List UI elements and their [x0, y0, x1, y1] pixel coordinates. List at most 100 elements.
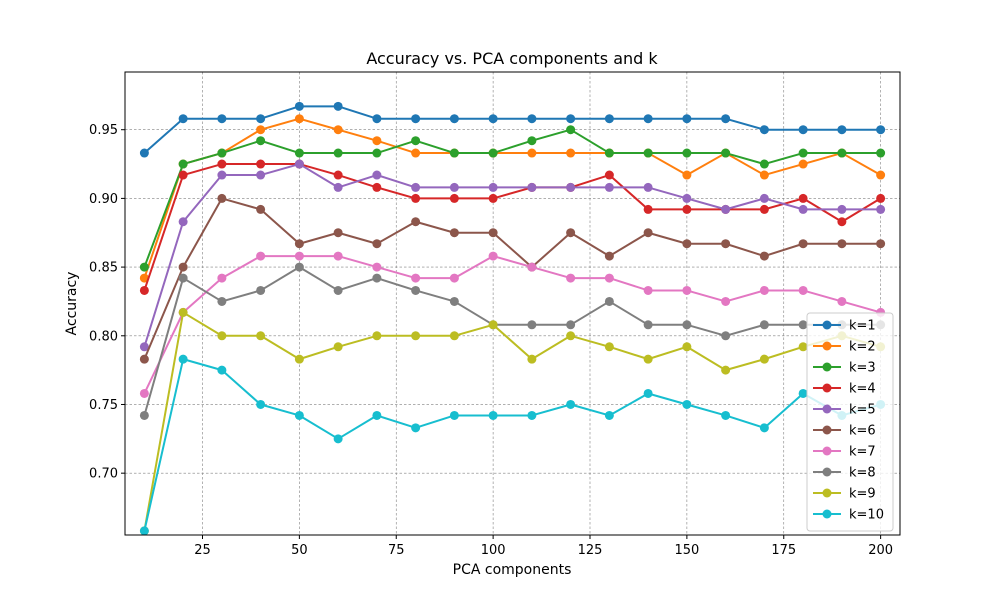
data-point	[372, 114, 382, 124]
y-tick-label: 0.70	[89, 467, 118, 482]
legend-item-k=8: k=8	[813, 466, 876, 481]
data-point	[798, 285, 808, 295]
data-point	[449, 182, 459, 192]
series-line	[143, 163, 881, 348]
data-point	[759, 204, 769, 214]
legend-item-k=9: k=9	[813, 487, 876, 502]
data-point	[643, 388, 653, 398]
y-tick-label: 0.75	[89, 398, 118, 413]
data-point	[294, 239, 304, 249]
data-point	[721, 296, 731, 306]
data-point	[876, 148, 886, 158]
data-point	[643, 285, 653, 295]
data-point	[527, 262, 537, 272]
series-k=8	[139, 262, 886, 420]
data-point	[178, 262, 188, 272]
data-point	[294, 410, 304, 420]
data-point	[256, 399, 266, 409]
data-point	[372, 136, 382, 146]
data-point	[798, 148, 808, 158]
y-tick-label: 0.85	[89, 261, 118, 276]
data-point	[527, 354, 537, 364]
series-layer	[139, 101, 886, 536]
data-point	[604, 410, 614, 420]
legend-label: k=9	[849, 487, 876, 502]
data-point	[837, 204, 847, 214]
data-point	[488, 148, 498, 158]
legend-item-k=2: k=2	[813, 340, 876, 355]
series-k=7	[139, 251, 886, 398]
data-point	[682, 285, 692, 295]
data-point	[256, 136, 266, 146]
data-point	[682, 399, 692, 409]
data-point	[721, 114, 731, 124]
data-point	[372, 239, 382, 249]
data-point	[527, 182, 537, 192]
data-point	[876, 239, 886, 249]
data-point	[178, 354, 188, 364]
data-point	[139, 342, 149, 352]
legend-item-k=1: k=1	[813, 319, 876, 334]
data-point	[139, 354, 149, 364]
data-point	[256, 170, 266, 180]
data-point	[217, 114, 227, 124]
data-point	[759, 423, 769, 433]
data-point	[643, 354, 653, 364]
series-k=1	[139, 101, 886, 158]
data-point	[449, 114, 459, 124]
data-point	[217, 331, 227, 341]
legend-swatch-marker	[822, 383, 832, 393]
series-line	[143, 163, 882, 291]
data-point	[566, 182, 576, 192]
data-point	[139, 262, 149, 272]
data-point	[294, 114, 304, 124]
data-point	[256, 125, 266, 135]
data-point	[178, 114, 188, 124]
data-point	[139, 410, 149, 420]
data-point	[488, 228, 498, 238]
data-point	[798, 320, 808, 330]
data-point	[333, 170, 343, 180]
data-point	[178, 170, 188, 180]
data-point	[798, 388, 808, 398]
data-point	[721, 148, 731, 158]
data-point	[178, 217, 188, 227]
legend-swatch-marker	[822, 509, 832, 519]
legend-item-k=7: k=7	[813, 445, 876, 460]
data-point	[566, 320, 576, 330]
data-point	[643, 204, 653, 214]
data-point	[566, 273, 576, 283]
data-point	[721, 365, 731, 375]
series-line	[143, 197, 881, 360]
data-point	[682, 320, 692, 330]
data-point	[759, 320, 769, 330]
series-k=3	[139, 125, 886, 272]
series-line	[143, 255, 881, 394]
data-point	[604, 273, 614, 283]
series-line	[143, 128, 881, 268]
x-tick-label: 50	[291, 543, 308, 558]
x-tick-label: 75	[388, 543, 405, 558]
data-point	[643, 320, 653, 330]
data-point	[411, 273, 421, 283]
data-point	[527, 136, 537, 146]
data-point	[449, 296, 459, 306]
data-point	[449, 193, 459, 203]
legend-label: k=8	[849, 466, 876, 481]
data-point	[527, 114, 537, 124]
data-point	[217, 159, 227, 169]
data-point	[759, 170, 769, 180]
data-point	[604, 148, 614, 158]
legend-label: k=10	[849, 508, 884, 523]
data-point	[178, 307, 188, 317]
data-point	[372, 182, 382, 192]
legend-swatch-marker	[822, 446, 832, 456]
data-point	[566, 114, 576, 124]
data-point	[256, 285, 266, 295]
data-point	[566, 148, 576, 158]
data-point	[488, 193, 498, 203]
data-point	[643, 228, 653, 238]
data-point	[759, 285, 769, 295]
data-point	[411, 423, 421, 433]
x-tick-label: 175	[771, 543, 796, 558]
